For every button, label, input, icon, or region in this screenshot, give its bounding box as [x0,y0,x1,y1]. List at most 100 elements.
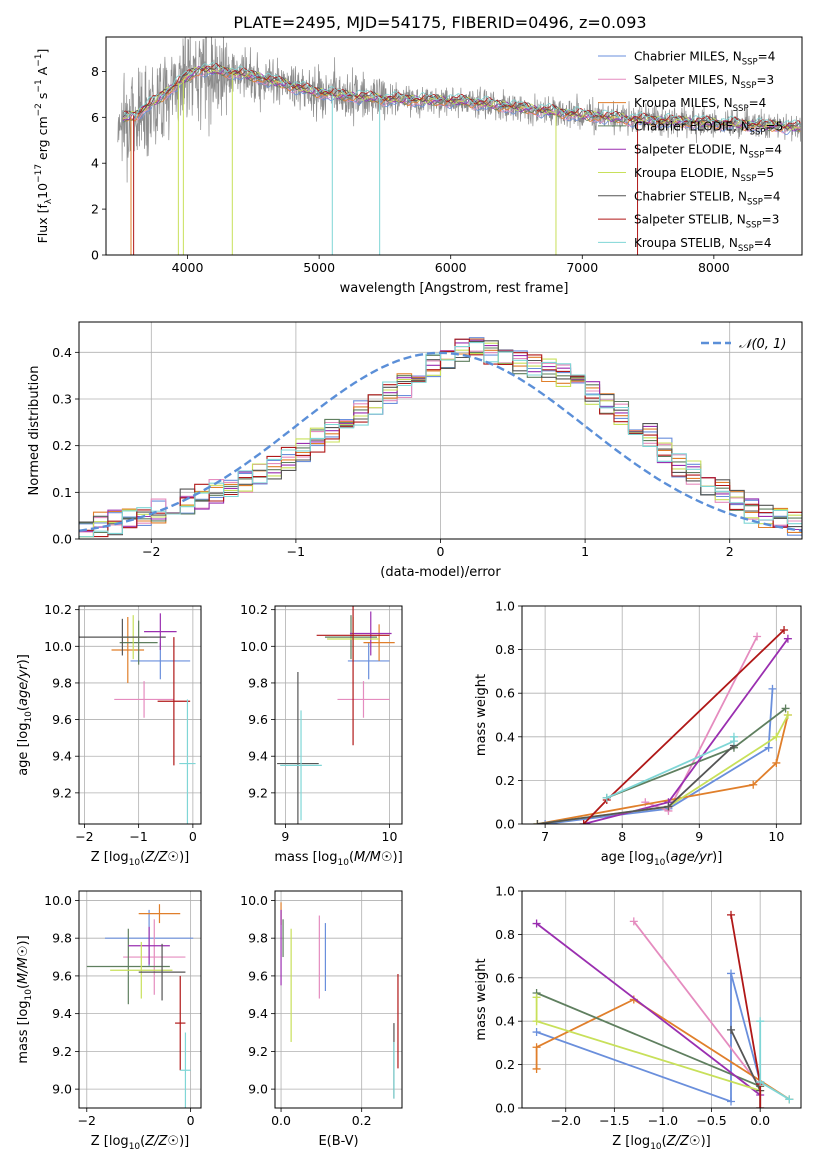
x-axis-label: wavelength [Angstrom, rest frame] [340,281,569,296]
y-tick-label: 9.4 [248,1006,268,1021]
y-tick-label: 10.2 [240,602,268,617]
data-point [532,993,541,1002]
data-point [783,634,792,643]
y-tick-label: 0.6 [495,686,515,701]
series-kroupa-elodie [533,711,792,824]
errorbar-salpeter-stelib [175,975,186,1071]
y-tick-label: 0.4 [495,1014,515,1029]
y-tick-label: 9.6 [248,968,268,983]
y-tick-label: 0.2 [495,773,515,788]
x-axis-label: Z [log10(Z/Z☉)] [91,850,189,868]
x-axis-label: Z [log10(Z/Z☉)] [91,1134,189,1152]
y-tick-label: 8 [91,64,99,79]
axes-frame [78,321,803,540]
panel-mass-vs-Z: −2 0 9.0 9.2 9.4 9.6 9.8 10.0 Z [log10(Z/Z☉)] mas… [16,890,202,1152]
x-tick-label: 2 [726,544,734,559]
panel-age-vs-Z: −2 −1 0 9.2 9.4 9.6 9.8 10.0 10.2 Z [log10(Z/Z☉)]… [16,602,202,868]
series-line [759,1021,790,1101]
x-axis-label: (data-model)/error [380,565,501,580]
y-tick-label: 0.0 [52,532,72,547]
panel-spectrum: 4000 5000 6000 7000 8000 0 2 4 6 8 wavelength [Ang… [34,36,803,296]
plot-area [532,910,794,1108]
normal-curve [79,351,802,532]
y-axis-label: age [log10(age/yr)] [16,654,34,776]
series-line [535,998,790,1101]
errorbar-chabrier-miles [347,642,390,680]
data-point [629,917,638,926]
x-tick-label: 4000 [172,260,204,275]
y-tick-label: 9.2 [248,1044,268,1059]
x-tick-label: 10 [382,829,398,844]
legend-label: Salpeter MILES, NSSP=3 [634,73,774,91]
data-point [781,704,790,713]
errorbar-salpeter-stelib [157,637,191,766]
y-axis-label: mass weight [474,958,489,1040]
y-axis-label: mass [log10(M/M☉)] [16,935,34,1063]
data-point [532,1017,541,1026]
series-line [606,736,735,799]
panel-weight-vs-Z: −2.0 −1.5 −1.0 −0.5 0.0 0.0 0.2 0.4 0.6 0.8 1.0 Z [… [474,884,802,1152]
data-point [532,919,541,928]
y-tick-label: 0.3 [52,392,72,407]
data-point [756,1104,765,1108]
errorbar-chabrier-stelib [277,671,319,824]
errorbar-salpeter-elodie [128,926,170,965]
figure-title: PLATE=2495, MJD=54175, FIBERID=0496, z=0… [233,13,646,32]
y-tick-label: 0.0 [495,817,515,832]
x-tick-label: 7 [541,829,549,844]
series-line [537,714,789,824]
data-point [772,758,781,767]
panel-age-vs-mass: 9 10 9.2 9.4 9.6 9.8 10.0 10.2 mass [log10(M/M☉)… [240,602,403,868]
x-tick-label: 6000 [435,260,467,275]
legend-label: Salpeter ELODIE, NSSP=4 [634,143,782,161]
y-tick-label: 9.4 [52,1006,72,1021]
data-point [729,732,738,741]
errorbar-salpeter-miles [114,681,174,718]
data-spectrum-line [117,37,802,183]
x-tick-label: −2 [142,544,160,559]
x-tick-label: 0.0 [750,1113,770,1128]
series-kroupa-miles [533,711,792,824]
x-tick-label: 7000 [566,260,598,275]
errorbar-kroupa-stelib [180,1032,191,1108]
axes-frame [78,605,202,825]
data-point [533,820,542,824]
errorbar-kroupa-miles [138,904,181,924]
series-line [536,922,761,1096]
y-tick-label: 0.0 [495,1101,515,1116]
errorbar-salpeter-elodie [349,611,392,656]
errorbar-salpeter-stelib [316,606,390,746]
y-tick-label: 0.8 [495,642,515,657]
x-tick-label: 5000 [303,260,335,275]
y-tick-label: 10.0 [240,893,268,908]
errorbar-chabrier-stelib [138,943,186,1001]
data-point [772,732,781,741]
axes-frame [521,890,802,1109]
y-tick-label: 10.0 [240,639,268,654]
errorbar-kroupa-stelib [280,710,322,821]
legend-label-normal: 𝒩(0, 1) [739,337,786,352]
errorbar-kroupa-miles [363,624,395,661]
series-line [536,992,761,1088]
x-tick-label: −1 [287,544,305,559]
legend-label: Salpeter STELIB, NSSP=3 [634,213,779,231]
data-point [664,802,673,811]
model-spectrum-kroupa-elodie [123,66,801,131]
y-axis-label: mass weight [474,674,489,756]
data-point [749,780,758,789]
x-tick-label: 1 [581,544,589,559]
y-tick-label: 9.6 [52,712,72,727]
model-spectrum-kroupa-stelib [122,62,801,127]
x-axis-label: E(B-V) [318,1134,358,1149]
x-tick-label: 9 [281,829,289,844]
model-spectrum-salpeter-stelib [122,63,801,129]
x-tick-label: 8 [618,829,626,844]
y-tick-label: 9.2 [248,785,268,800]
x-tick-label: 8000 [698,260,730,275]
series-kroupa-stelib [756,1017,794,1104]
model-spectrum-chabrier-stelib [122,64,801,130]
data-point [756,1077,765,1086]
plot-area [533,625,792,824]
data-point [756,1017,765,1026]
